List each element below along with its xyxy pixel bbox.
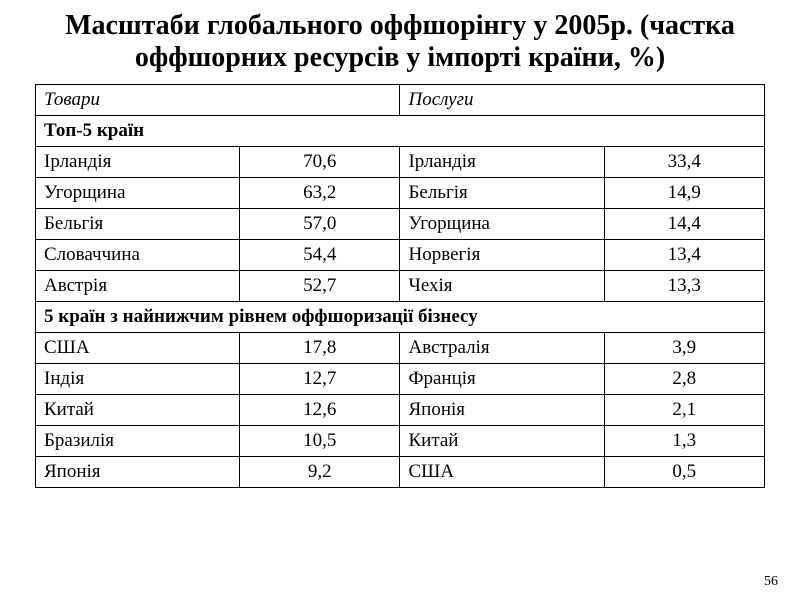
table-row: Угорщина 63,2 Бельгія 14,9 (36, 178, 765, 209)
offshoring-table: Товари Послуги Топ-5 країн Ірландія 70,6… (35, 84, 765, 488)
table-row: Словаччина 54,4 Норвегія 13,4 (36, 240, 765, 271)
services-country: Японія (400, 395, 604, 426)
table-row: Бельгія 57,0 Угорщина 14,4 (36, 209, 765, 240)
table-row: Індія 12,7 Франція 2,8 (36, 364, 765, 395)
section-bottom5-label: 5 країн з найнижчим рівнем оффшоризації … (36, 302, 765, 333)
goods-country: Словаччина (36, 240, 240, 271)
goods-value: 9,2 (240, 457, 400, 488)
section-bottom5-row: 5 країн з найнижчим рівнем оффшоризації … (36, 302, 765, 333)
goods-country: США (36, 333, 240, 364)
goods-country: Бельгія (36, 209, 240, 240)
section-top5-label: Топ-5 країн (36, 116, 765, 147)
header-services: Послуги (400, 85, 765, 116)
services-value: 14,4 (604, 209, 764, 240)
services-country: Угорщина (400, 209, 604, 240)
header-goods: Товари (36, 85, 400, 116)
page-number: 56 (764, 574, 778, 590)
table-row: Японія 9,2 США 0,5 (36, 457, 765, 488)
services-value: 14,9 (604, 178, 764, 209)
services-country: Франція (400, 364, 604, 395)
services-value: 1,3 (604, 426, 764, 457)
goods-value: 12,7 (240, 364, 400, 395)
services-value: 33,4 (604, 147, 764, 178)
goods-value: 17,8 (240, 333, 400, 364)
services-country: Чехія (400, 271, 604, 302)
services-country: Бельгія (400, 178, 604, 209)
goods-value: 57,0 (240, 209, 400, 240)
services-value: 3,9 (604, 333, 764, 364)
table-row: Китай 12,6 Японія 2,1 (36, 395, 765, 426)
table-row: США 17,8 Австралія 3,9 (36, 333, 765, 364)
services-value: 13,4 (604, 240, 764, 271)
goods-value: 70,6 (240, 147, 400, 178)
table-header-row: Товари Послуги (36, 85, 765, 116)
goods-value: 54,4 (240, 240, 400, 271)
services-country: Китай (400, 426, 604, 457)
services-value: 13,3 (604, 271, 764, 302)
services-value: 2,1 (604, 395, 764, 426)
goods-value: 12,6 (240, 395, 400, 426)
services-country: Норвегія (400, 240, 604, 271)
goods-country: Угорщина (36, 178, 240, 209)
page-title: Масштаби глобального оффшорінгу у 2005р.… (35, 10, 765, 74)
goods-country: Австрія (36, 271, 240, 302)
services-country: Ірландія (400, 147, 604, 178)
goods-country: Ірландія (36, 147, 240, 178)
goods-country: Бразилія (36, 426, 240, 457)
table-row: Австрія 52,7 Чехія 13,3 (36, 271, 765, 302)
goods-value: 63,2 (240, 178, 400, 209)
table-row: Бразилія 10,5 Китай 1,3 (36, 426, 765, 457)
goods-country: Китай (36, 395, 240, 426)
section-top5-row: Топ-5 країн (36, 116, 765, 147)
goods-value: 10,5 (240, 426, 400, 457)
services-value: 2,8 (604, 364, 764, 395)
services-country: Австралія (400, 333, 604, 364)
goods-country: Індія (36, 364, 240, 395)
services-country: США (400, 457, 604, 488)
goods-value: 52,7 (240, 271, 400, 302)
services-value: 0,5 (604, 457, 764, 488)
table-row: Ірландія 70,6 Ірландія 33,4 (36, 147, 765, 178)
goods-country: Японія (36, 457, 240, 488)
